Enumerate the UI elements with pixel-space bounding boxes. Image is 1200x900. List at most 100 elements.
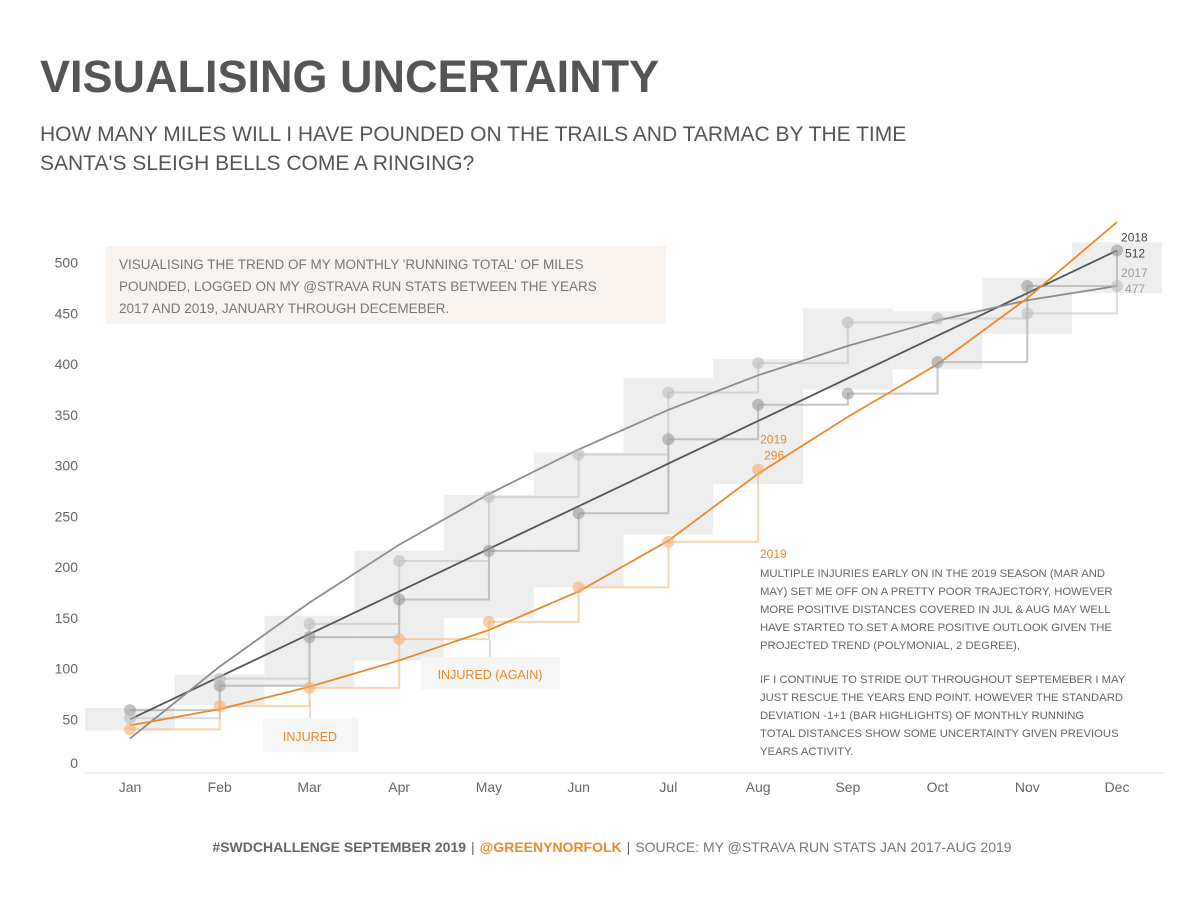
dot [1021, 307, 1034, 320]
dot [572, 448, 585, 461]
dot [393, 633, 406, 646]
dot [482, 544, 495, 557]
y-tick-label: 50 [62, 711, 78, 727]
comment: MULTIPLE INJURIES EARLY ON IN THE 2019 S… [760, 568, 1105, 580]
dot [1021, 280, 1034, 293]
step-line [758, 322, 849, 365]
subtitle: SANTA'S SLEIGH BELLS COME A RINGING? [40, 152, 474, 175]
dot [841, 316, 854, 329]
comment: IF I CONTINUE TO STRIDE OUT THROUGHOUT S… [760, 674, 1126, 686]
y-tick-label: 150 [55, 610, 79, 626]
value-label: 296 [764, 449, 784, 463]
x-tick-label: Nov [1015, 779, 1040, 795]
dot [841, 387, 854, 400]
dot [124, 712, 136, 725]
dot [1111, 244, 1124, 257]
axes: 0 50 100 150 200 250 300 350 400 450 500 Jan Feb Mar A… [55, 255, 1165, 795]
comment: TOTAL DISTANCES SHOW SOME UNCERTAINTY GI… [760, 728, 1119, 740]
subtitle: HOW MANY MILES WILL I HAVE POUNDED ON TH… [40, 123, 906, 146]
dot [482, 491, 495, 504]
x-tick-label: Dec [1105, 779, 1130, 795]
step-line [668, 404, 760, 441]
comment: PROJECTED TREND (POLYMONIAL, 2 DEGREE), [760, 640, 1020, 652]
x-tick-label: Jan [119, 779, 142, 795]
y-tick-label: 450 [55, 305, 79, 321]
dot [213, 700, 226, 713]
label-box [263, 718, 358, 752]
step-line [309, 560, 401, 625]
x-tick-label: Jun [567, 779, 590, 795]
footer-part: #SWDCHALLENGE SEPTEMBER 2019 [212, 839, 466, 855]
step-line [847, 362, 939, 395]
step-line [578, 392, 670, 456]
step-line [578, 541, 670, 589]
annotation: INJURED [283, 730, 337, 744]
dot [303, 631, 316, 644]
note: POUNDED, LOGGED ON MY @STRAVA RUN STATS … [119, 279, 597, 294]
comment: DEVIATION -1+1 (BAR HIGHLIGHTS) OF MONTH… [760, 710, 1084, 722]
comment: HAVE STARTED TO SET A MORE POSITIVE OUTL… [760, 622, 1112, 634]
annotation: INJURED (AGAIN) [438, 668, 543, 682]
dot [662, 386, 675, 399]
dot [482, 615, 495, 628]
label-box [421, 657, 560, 690]
comment: MORE POSITIVE DISTANCES COVERED IN JUL &… [760, 604, 1110, 616]
step-line [668, 363, 760, 394]
value-label: 477 [1125, 282, 1145, 296]
dot [213, 672, 226, 685]
dot [124, 723, 136, 736]
note: 2017 AND 2019, JANUARY THROUGH DECEMEBER… [119, 301, 449, 316]
dot [931, 312, 944, 325]
dot [1111, 280, 1124, 293]
dot [393, 554, 406, 567]
dot [572, 581, 585, 594]
step-line [488, 587, 580, 623]
dot [752, 463, 765, 476]
step-line [399, 497, 490, 562]
dot [752, 398, 765, 411]
y-tick-label: 0 [70, 755, 78, 771]
x-tick-label: Oct [927, 779, 949, 795]
step-line [309, 639, 401, 689]
dot [752, 357, 765, 370]
x-tick-label: Feb [208, 779, 232, 795]
comment: JUST RESCUE THE YEARS END POINT. HOWEVER… [760, 692, 1123, 704]
footer-part: | [471, 839, 475, 855]
value-label: 512 [1125, 247, 1145, 261]
chart-title: VISUALISING UNCERTAINTY [40, 51, 659, 102]
y-tick-label: 350 [55, 407, 79, 423]
y-tick-label: 250 [55, 508, 79, 524]
dot [303, 617, 316, 630]
x-tick-label: Apr [388, 779, 410, 795]
x-tick-label: Aug [746, 779, 771, 795]
step-line [488, 454, 580, 499]
dot [303, 681, 316, 694]
dot [931, 356, 944, 369]
step-line [1027, 286, 1119, 315]
step-line [399, 550, 490, 601]
x-tick-label: May [476, 779, 502, 795]
step-line [668, 469, 760, 543]
note-box [106, 246, 666, 324]
series-label: 2017 [1121, 266, 1148, 280]
series-label: 2019 [760, 433, 787, 447]
y-tick-label: 200 [55, 559, 79, 575]
series-label: 2018 [1121, 231, 1148, 245]
footer-part: | [627, 839, 631, 855]
dot [393, 593, 406, 606]
footer: #SWDCHALLENGE SEPTEMBER 2019 | @GREENYNORF… [212, 839, 1011, 855]
y-tick-label: 500 [55, 255, 79, 271]
trend-line [129, 285, 1118, 740]
dot [662, 535, 675, 548]
y-tick-label: 100 [55, 661, 79, 677]
step-line [130, 706, 221, 731]
dot [572, 507, 585, 520]
plot [124, 221, 1124, 740]
step-line [219, 687, 311, 708]
trend-line [129, 221, 1118, 727]
footer-part: SOURCE: MY @STRAVA RUN STATS JAN 2017-AU… [635, 839, 1011, 855]
comment-title: 2019 [760, 547, 787, 561]
x-tick-label: Jul [659, 779, 677, 795]
trend-line [129, 249, 1118, 721]
